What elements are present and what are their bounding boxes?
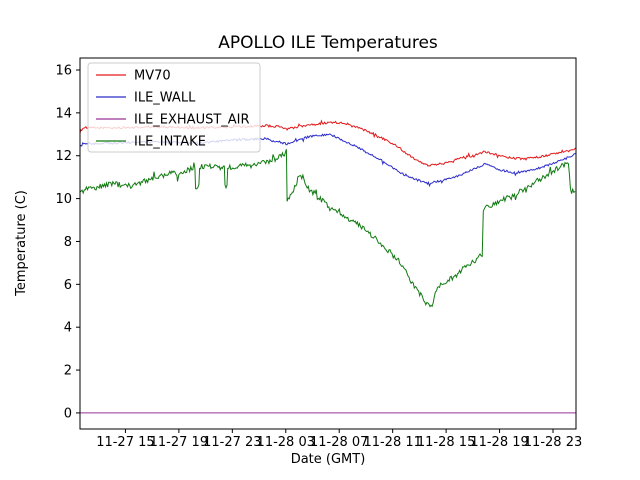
axes-frame bbox=[79, 57, 577, 430]
x-tick-label: 11-28 03 bbox=[257, 435, 315, 450]
legend-frame bbox=[87, 62, 261, 153]
y-tick-label: 8 bbox=[64, 235, 72, 250]
x-tick-label: 11-27 15 bbox=[96, 435, 154, 450]
y-axis-label: Temperature (C) bbox=[14, 190, 29, 297]
x-tick-label: 11-28 07 bbox=[310, 435, 368, 450]
y-tick-label: 4 bbox=[64, 321, 72, 336]
y-tick-label: 6 bbox=[64, 278, 72, 293]
chart-legend: MV70 ILE_WALL ILE_EXHAUST_AIR ILE_INTAKE bbox=[87, 62, 261, 153]
x-tick-label: 11-28 15 bbox=[417, 435, 475, 450]
x-tick-label: 11-28 23 bbox=[524, 435, 582, 450]
legend-label-mv70: MV70 bbox=[134, 69, 171, 84]
y-tick-label: 2 bbox=[64, 364, 72, 379]
y-tick-label: 10 bbox=[55, 192, 72, 207]
x-axis-label: Date (GMT) bbox=[291, 452, 366, 467]
x-tick-label: 11-28 11 bbox=[363, 435, 421, 450]
legend-label-ile_wall: ILE_WALL bbox=[134, 91, 196, 106]
chart-title: APOLLO ILE Temperatures bbox=[218, 33, 438, 53]
legend-label-ile_exhaust_air: ILE_EXHAUST_AIR bbox=[134, 113, 250, 128]
y-tick-label: 12 bbox=[55, 149, 72, 164]
chart-series-layer bbox=[79, 119, 577, 414]
y-tick-label: 14 bbox=[55, 106, 72, 121]
legend-label-ile_intake: ILE_INTAKE bbox=[134, 135, 206, 150]
y-tick-label: 0 bbox=[64, 406, 72, 421]
x-tick-label: 11-27 23 bbox=[203, 435, 261, 450]
y-tick-label: 16 bbox=[55, 64, 72, 79]
x-tick-label: 11-28 19 bbox=[470, 435, 528, 450]
series-line-ile_intake bbox=[79, 149, 576, 308]
x-tick-label: 11-27 19 bbox=[150, 435, 208, 450]
